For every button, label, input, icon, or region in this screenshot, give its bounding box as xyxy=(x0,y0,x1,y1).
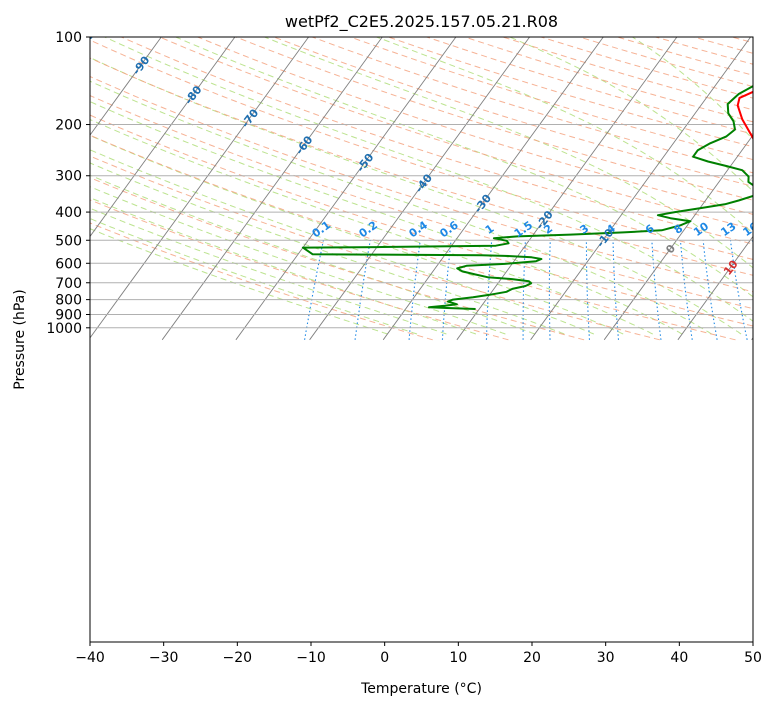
y-tick-label: 100 xyxy=(55,30,82,46)
moist-adiabat xyxy=(376,37,753,234)
x-tick-label: 50 xyxy=(744,650,762,666)
x-tick-label: 40 xyxy=(670,650,688,666)
pressure-gridlines xyxy=(90,37,753,329)
isotherm xyxy=(530,37,751,341)
moist-adiabat xyxy=(90,197,477,335)
dry-adiabat xyxy=(90,39,753,260)
isotherm xyxy=(235,37,457,341)
x-axis-ticks: −40 −30 −20 −10 0 10 20 30 40 50 xyxy=(75,642,762,666)
x-tick-label: −20 xyxy=(223,650,253,666)
y-tick-label: 700 xyxy=(55,276,82,292)
isotherm xyxy=(382,37,604,341)
moist-adiabat xyxy=(90,186,506,335)
dry-adiabat xyxy=(273,37,753,187)
y-axis-label: Pressure (hPa) xyxy=(12,289,28,389)
sounding-profiles xyxy=(301,84,753,310)
isotherm xyxy=(90,37,236,238)
x-tick-label: 30 xyxy=(597,650,615,666)
y-tick-label: 900 xyxy=(55,307,82,323)
moist-adiabat xyxy=(264,37,753,269)
dry-adiabat xyxy=(235,37,753,201)
x-tick-label: 20 xyxy=(523,650,541,666)
moist-adiabat xyxy=(90,101,683,335)
y-tick-label: 400 xyxy=(55,205,82,221)
x-tick-label: 10 xyxy=(449,650,467,666)
moist-adiabat xyxy=(90,118,653,335)
x-tick-label: 0 xyxy=(380,650,389,666)
dry-adiabat xyxy=(90,114,753,327)
moist-adiabat xyxy=(90,149,594,335)
isotherm xyxy=(603,134,753,341)
dry-adiabat xyxy=(197,37,753,215)
isotherm xyxy=(161,37,383,341)
dewpoint-profile-line xyxy=(301,84,753,310)
moist-adiabat xyxy=(90,57,742,335)
x-tick-label: −30 xyxy=(149,650,179,666)
moist-adiabat xyxy=(104,37,753,322)
dry-adiabat xyxy=(159,37,753,230)
x-tick-label: −10 xyxy=(296,650,326,666)
isotherm xyxy=(90,37,309,339)
moist-adiabat xyxy=(90,228,388,335)
x-axis-label: Temperature (°C) xyxy=(360,681,482,697)
axes-frame xyxy=(89,36,754,643)
y-tick-label: 600 xyxy=(55,256,82,272)
isotherm xyxy=(677,235,753,341)
y-tick-label: 1000 xyxy=(46,321,82,337)
y-tick-label: 800 xyxy=(55,293,82,309)
isotherm xyxy=(309,37,530,341)
isotherm xyxy=(456,37,678,341)
moist-adiabat xyxy=(90,80,712,335)
isotherms xyxy=(90,37,753,341)
dry-adiabat xyxy=(90,222,433,341)
chart-title: wetPf2_C2E5.2025.157.05.21.R08 xyxy=(285,12,558,32)
y-tick-label: 500 xyxy=(55,233,82,249)
y-tick-label: 200 xyxy=(55,118,82,134)
moist-adiabat xyxy=(90,162,565,335)
y-tick-label: 300 xyxy=(55,169,82,185)
x-tick-label: −40 xyxy=(75,650,105,666)
isotherm xyxy=(90,37,162,136)
plot-area: 0.10.20.40.611.52346810131620253036-100-… xyxy=(90,37,753,341)
